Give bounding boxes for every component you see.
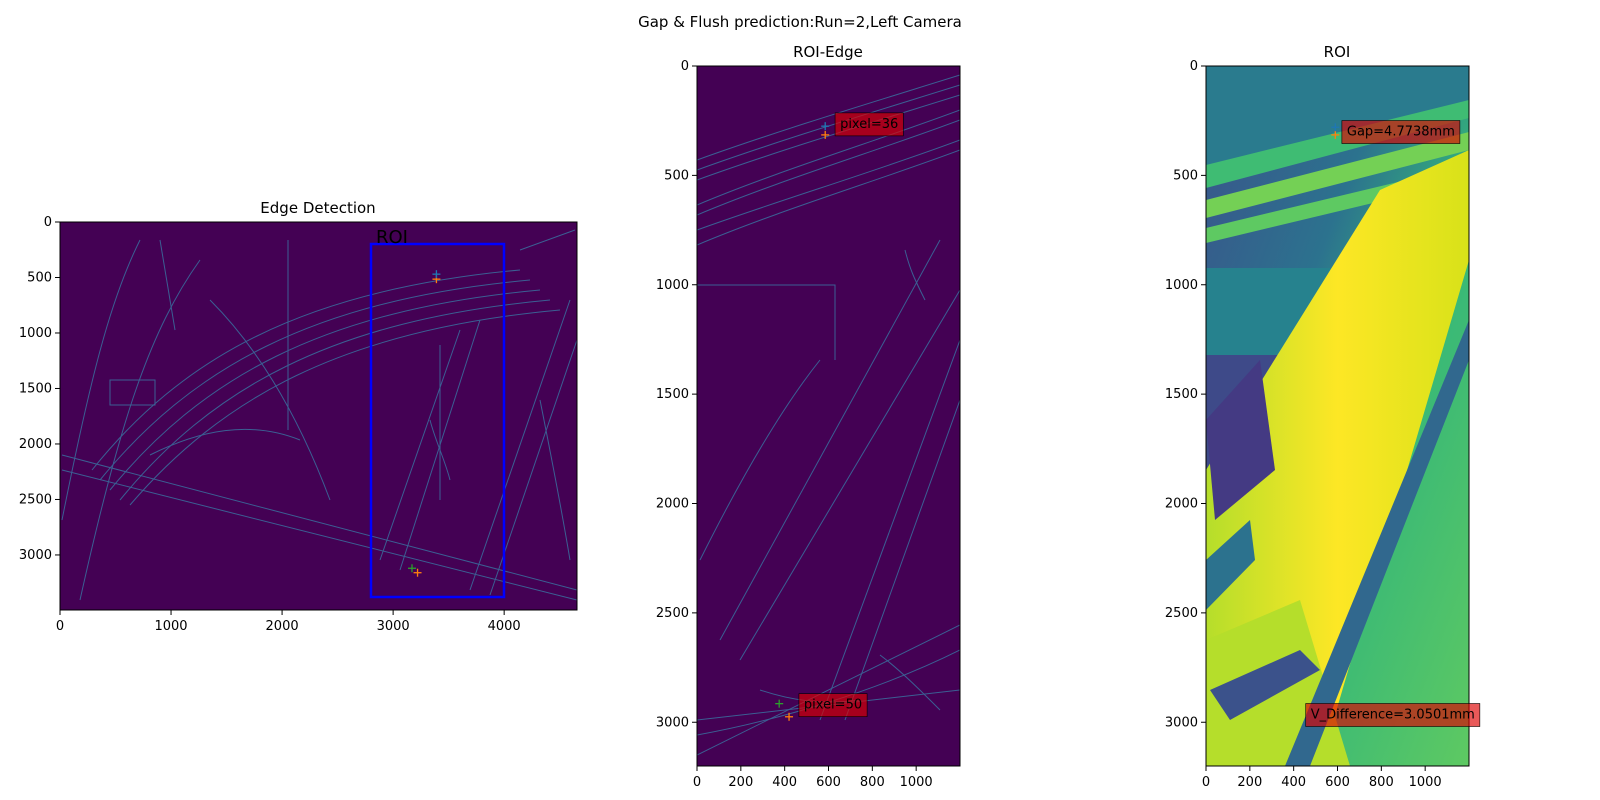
roi-image-features: [1206, 66, 1469, 766]
y-tick-label: 3000: [1165, 715, 1198, 730]
x-tick-label: 0: [693, 775, 701, 790]
roi-edge-title: ROI-Edge: [793, 43, 863, 61]
annotation-label: pixel=36: [840, 117, 898, 132]
y-tick-label: 2500: [656, 606, 689, 621]
edge-detection-panel: Edge Detection ROI: [19, 199, 578, 634]
x-tick-label: 3000: [377, 619, 410, 634]
marker-plus: [785, 712, 794, 721]
x-tick-label: 600: [1325, 775, 1350, 790]
y-tick-label: 3000: [19, 548, 52, 563]
edge-detection-title: Edge Detection: [260, 199, 375, 217]
annotation-label: pixel=50: [804, 698, 862, 713]
marker-plus: [413, 568, 422, 577]
marker-plus: [1331, 130, 1340, 139]
y-tick-label: 1000: [19, 326, 52, 341]
y-tick-label: 1000: [656, 278, 689, 293]
annotation-box: [798, 693, 868, 717]
x-tick-label: 0: [1202, 775, 1210, 790]
marker-plus: [407, 564, 416, 573]
x-tick-label: 2000: [266, 619, 299, 634]
x-tick-label: 1000: [1409, 775, 1442, 790]
edge-detection-image: [60, 222, 577, 610]
y-tick-label: 1500: [656, 387, 689, 402]
roi-title: ROI: [1324, 43, 1351, 61]
y-tick-label: 500: [27, 270, 52, 285]
y-tick-label: 1500: [19, 381, 52, 396]
x-tick-label: 600: [816, 775, 841, 790]
marker-plus: [432, 270, 441, 279]
y-tick-label: 2500: [1165, 606, 1198, 621]
y-tick-label: 2000: [656, 497, 689, 512]
annotation-box: [1341, 120, 1461, 144]
x-tick-label: 800: [860, 775, 885, 790]
roi-rectangle: [369, 242, 506, 599]
x-tick-label: 400: [1281, 775, 1306, 790]
y-tick-label: 500: [664, 168, 689, 183]
y-tick-label: 2000: [19, 437, 52, 452]
y-tick-label: 2000: [1165, 497, 1198, 512]
x-tick-label: 4000: [488, 619, 521, 634]
marker-plus: [821, 130, 830, 139]
y-tick-label: 500: [1173, 168, 1198, 183]
roi-panel: ROI 0 200 400 600 800 1000 0 500 1000 1500 2000 250…: [1165, 43, 1481, 790]
y-tick-label: 2500: [19, 492, 52, 507]
marker-plus: [1331, 123, 1340, 132]
x-tick-label: 200: [1237, 775, 1262, 790]
annotation-box: [1305, 703, 1481, 727]
roi-edge-lines: [697, 74, 960, 756]
y-tick-label: 0: [1190, 59, 1198, 74]
y-tick-label: 0: [681, 59, 689, 74]
marker-plus: [775, 699, 784, 708]
marker-plus: [821, 122, 830, 131]
roi-edge-panel: ROI-Edge 0 200 400 600 800 1000 0 500 1000 1500 20…: [656, 43, 961, 790]
y-tick-label: 1500: [1165, 387, 1198, 402]
annotation-label: Gap=4.7738mm: [1347, 125, 1455, 140]
y-tick-label: 1000: [1165, 278, 1198, 293]
x-tick-label: 1000: [900, 775, 933, 790]
x-tick-label: 400: [772, 775, 797, 790]
x-tick-label: 200: [728, 775, 753, 790]
edge-lines: [61, 229, 577, 601]
x-tick-label: 0: [56, 619, 64, 634]
y-tick-label: 3000: [656, 715, 689, 730]
annotation-box: [834, 112, 904, 137]
y-tick-label: 0: [44, 215, 52, 230]
x-tick-label: 800: [1369, 775, 1394, 790]
roi-edge-image: [697, 66, 960, 766]
annotation-label: V_Difference=3.0501mm: [1311, 708, 1475, 723]
x-tick-label: 1000: [154, 619, 187, 634]
roi-label: ROI: [376, 227, 408, 248]
figure-title: Gap & Flush prediction:Run=2,Left Camera: [638, 13, 962, 31]
axes-frame: [59, 221, 578, 611]
